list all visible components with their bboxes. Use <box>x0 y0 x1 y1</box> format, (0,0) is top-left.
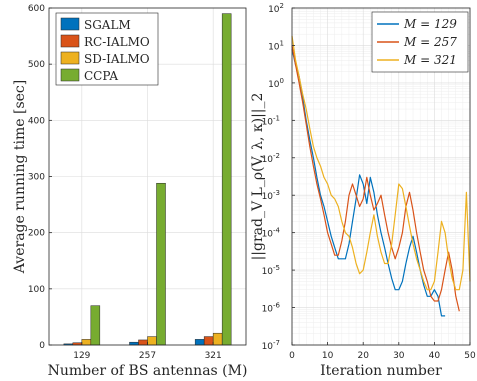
bar-sgalm <box>129 341 139 346</box>
line-ytick-exponent: -5 <box>273 264 280 272</box>
line-ytick-label: 102 <box>268 2 284 15</box>
line-xtick-label: 30 <box>393 351 405 361</box>
bar-ytick-label: 0 <box>39 341 45 351</box>
bar-xtick-label: 129 <box>73 351 90 361</box>
bar-ccpa <box>156 182 166 346</box>
line-plot-frame <box>291 7 471 346</box>
bar-legend-swatch <box>60 17 80 31</box>
line-ytick-exponent: -7 <box>273 339 280 347</box>
bar-sd-ialmo <box>81 339 92 346</box>
line-ytick-label: 10-7 <box>262 339 280 352</box>
line-ytick-exponent: 1 <box>280 39 284 47</box>
line-ytick-exponent: -3 <box>273 189 280 197</box>
bar-ytick-label: 500 <box>28 60 45 70</box>
line-legend-label: M = 129 <box>403 17 457 31</box>
line-xtick-label: 20 <box>357 351 369 361</box>
bar-rc-ialmo <box>203 336 214 346</box>
bar-sd-ialmo <box>212 332 223 346</box>
bar-legend-label: SGALM <box>84 18 131 32</box>
bar-xlabel: Number of BS antennas (M) <box>48 363 248 379</box>
line-series-321 <box>291 35 471 291</box>
line-legend-label: M = 257 <box>403 35 457 49</box>
bar-legend-label: CCPA <box>84 69 118 83</box>
line-ytick-exponent: 2 <box>280 2 284 10</box>
line-xtick-label: 40 <box>429 351 441 361</box>
bar-xtick-label: 257 <box>139 351 156 361</box>
bar-ytick-label: 300 <box>28 173 45 183</box>
bar-sgalm <box>194 339 205 346</box>
line-ytick-exponent: 0 <box>280 77 284 85</box>
bar-ytick-label: 200 <box>28 229 45 239</box>
line-ytick-label: 100 <box>268 77 284 90</box>
bar-ccpa <box>221 13 232 346</box>
line-ytick-label: 10-5 <box>262 264 280 277</box>
bar-legend-swatch <box>60 68 80 82</box>
bar-xtick-label: 321 <box>205 351 222 361</box>
bar-legend-label: RC-IALMO <box>84 35 150 49</box>
bar-ytick-label: 600 <box>28 4 45 14</box>
bar-legend-swatch <box>60 34 80 48</box>
line-xlabel: Iteration number <box>320 363 442 379</box>
bar-sd-ialmo <box>147 336 157 346</box>
bar-ccpa <box>90 305 101 346</box>
bar-legend-swatch <box>60 51 80 65</box>
line-xtick-label: 50 <box>464 351 476 361</box>
line-series-257 <box>291 45 460 312</box>
line-legend-label: M = 321 <box>403 53 457 67</box>
line-ytick-exponent: -4 <box>273 227 281 235</box>
line-xtick-label: 10 <box>322 351 334 361</box>
line-ytick-exponent: -6 <box>273 302 281 310</box>
bar-legend-label: SD-IALMO <box>84 52 150 66</box>
bar-ytick-label: 100 <box>28 285 45 295</box>
bar-rc-ialmo <box>138 339 148 346</box>
line-ylabel: ||grad_V L_ρ(V, λ, κ)||_2 <box>250 93 266 261</box>
line-ytick-exponent: -1 <box>273 114 280 122</box>
bar-ytick-label: 400 <box>28 116 45 126</box>
line-ytick-label: 101 <box>268 39 284 52</box>
bar-ylabel: Average running time [sec] <box>12 80 28 274</box>
line-ytick-exponent: -2 <box>273 152 280 160</box>
line-xtick-label: 0 <box>289 351 295 361</box>
line-ytick-label: 10-6 <box>262 302 281 315</box>
